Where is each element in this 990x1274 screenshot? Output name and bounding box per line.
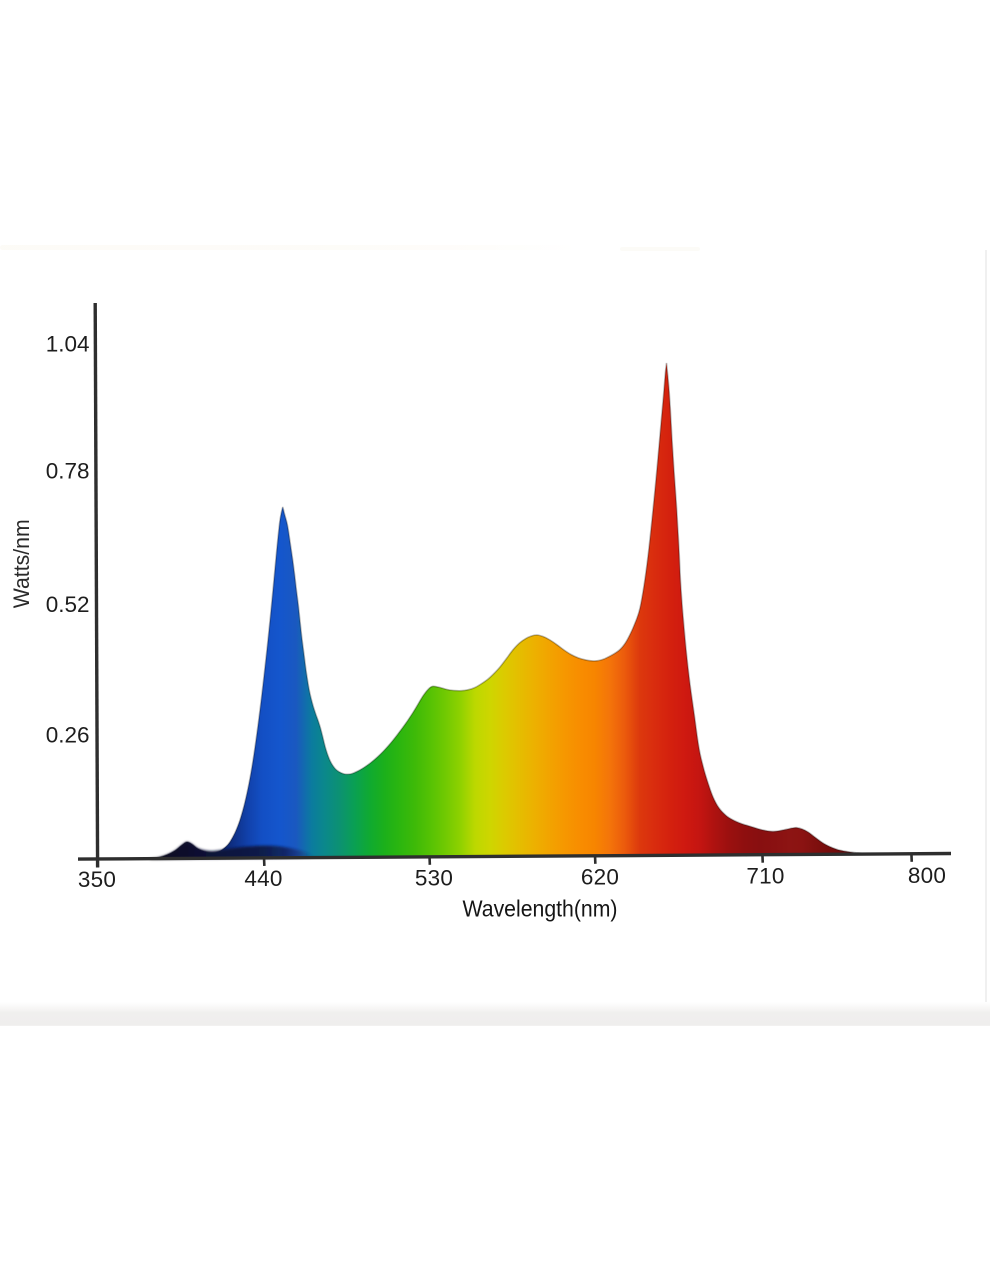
svg-text:440: 440 bbox=[244, 866, 282, 891]
svg-text:1.04: 1.04 bbox=[46, 332, 90, 357]
svg-text:530: 530 bbox=[415, 865, 453, 890]
svg-text:0.78: 0.78 bbox=[46, 459, 90, 484]
svg-text:350: 350 bbox=[78, 867, 116, 892]
svg-text:Wavelength(nm): Wavelength(nm) bbox=[463, 896, 618, 922]
svg-text:0.52: 0.52 bbox=[46, 592, 90, 617]
svg-text:0.26: 0.26 bbox=[46, 723, 90, 748]
svg-text:710: 710 bbox=[746, 864, 784, 889]
svg-text:620: 620 bbox=[581, 865, 619, 890]
svg-text:Watts/nm: Watts/nm bbox=[9, 519, 34, 608]
svg-text:800: 800 bbox=[908, 863, 946, 888]
